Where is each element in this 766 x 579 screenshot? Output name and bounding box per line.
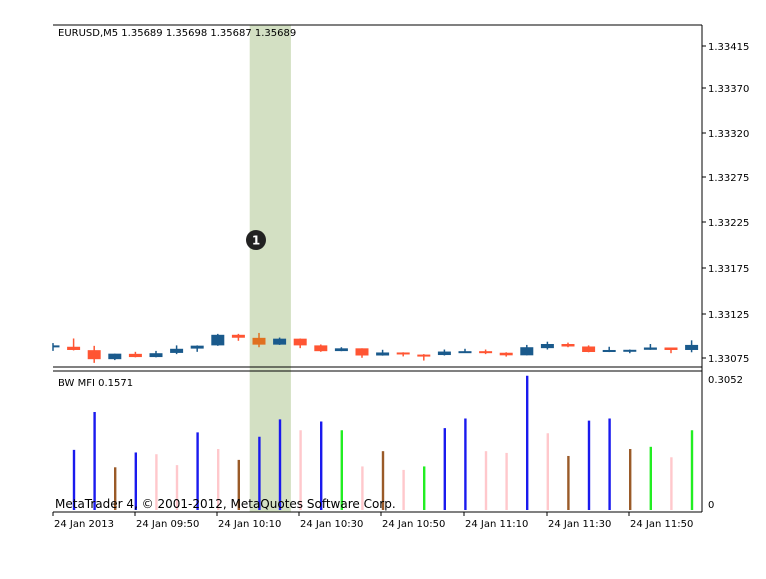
candle-body <box>149 353 163 358</box>
candle-body <box>623 349 637 352</box>
price-tick-label: 1.33320 <box>708 129 749 140</box>
candle <box>396 352 410 357</box>
candle <box>170 345 184 355</box>
time-tick-label: 24 Jan 09:50 <box>136 519 199 530</box>
candle-body <box>582 346 596 353</box>
candle-body <box>355 348 369 356</box>
indicator-title: BW MFI 0.1571 <box>58 378 133 389</box>
candle <box>479 349 493 355</box>
candle <box>273 337 287 345</box>
candle-body <box>170 348 184 353</box>
candle <box>602 346 616 353</box>
candle-body <box>87 350 101 360</box>
candle <box>190 345 204 352</box>
candle <box>252 332 266 348</box>
candle-body <box>685 344 699 350</box>
price-panel <box>52 332 699 363</box>
candle <box>314 344 328 352</box>
candle-body <box>561 344 575 347</box>
candle <box>334 347 348 352</box>
candle-body <box>376 352 390 356</box>
axes: 1.33415 1.33370 1.33320 1.33275 1.33225 1.331… <box>52 24 749 530</box>
candle-body <box>108 353 122 360</box>
candle <box>437 349 451 356</box>
candle-body <box>252 337 266 345</box>
marker-circle <box>246 230 266 250</box>
candle-body <box>67 346 81 350</box>
chart-title: EURUSD,M5 1.35689 1.35698 1.35687 1.3568… <box>58 28 296 39</box>
candle <box>128 351 142 358</box>
candle <box>417 354 431 361</box>
candle-body <box>273 338 287 345</box>
candle <box>664 347 678 354</box>
candle <box>623 349 637 354</box>
price-tick-label: 1.33075 <box>708 354 749 365</box>
candle <box>499 352 513 357</box>
candle-body <box>602 349 616 353</box>
time-tick-label: 24 Jan 11:30 <box>548 519 611 530</box>
highlight-band <box>249 25 291 512</box>
candle <box>540 341 554 350</box>
candle-body <box>53 345 60 348</box>
candle-body <box>231 334 245 338</box>
candle <box>685 340 699 353</box>
marker-label: 1 <box>252 234 260 248</box>
candle-body <box>520 347 534 356</box>
candle <box>520 344 534 356</box>
candle-body <box>499 352 513 356</box>
candle-body <box>314 345 328 352</box>
mfi-tick-label: 0.3052 <box>708 375 743 386</box>
price-tick-label: 1.33415 <box>708 42 749 53</box>
time-tick-label: 24 Jan 2013 <box>54 519 114 530</box>
candle-body <box>458 351 472 354</box>
candle <box>293 338 307 349</box>
indicator-panel <box>72 375 694 510</box>
price-tick-label: 1.33175 <box>708 264 749 275</box>
time-tick-label: 24 Jan 11:50 <box>630 519 693 530</box>
candle-body <box>437 351 451 356</box>
candle <box>211 333 225 346</box>
watermark-text: MetaTrader 4, © 2001-2012, MetaQuotes So… <box>55 497 396 511</box>
candle-body <box>396 352 410 355</box>
candle <box>376 349 390 356</box>
candle-body <box>211 334 225 346</box>
time-tick-label: 24 Jan 10:30 <box>300 519 363 530</box>
time-tick-label: 24 Jan 11:10 <box>465 519 528 530</box>
mfi-tick-label: 0 <box>708 500 714 511</box>
candle-body <box>540 344 554 349</box>
candle <box>231 333 245 341</box>
price-tick-label: 1.33275 <box>708 173 749 184</box>
candle <box>458 348 472 354</box>
candle-body <box>643 347 657 350</box>
candle-body <box>334 348 348 352</box>
candle <box>561 342 575 348</box>
candle <box>67 338 81 351</box>
candle-body <box>664 347 678 350</box>
candle <box>108 353 122 361</box>
candle <box>87 345 101 363</box>
price-tick-label: 1.33125 <box>708 310 749 321</box>
time-tick-label: 24 Jan 10:10 <box>218 519 281 530</box>
candle <box>643 344 657 350</box>
time-tick-label: 24 Jan 10:50 <box>382 519 445 530</box>
price-tick-label: 1.33225 <box>708 218 749 229</box>
marker-badge: 1 <box>246 230 266 250</box>
candle <box>355 348 369 358</box>
candle-body <box>128 353 142 358</box>
candle-body <box>417 354 431 357</box>
candle <box>582 345 596 353</box>
candle-body <box>293 338 307 346</box>
candle <box>52 343 60 351</box>
candle <box>149 350 163 358</box>
price-tick-label: 1.33370 <box>708 84 749 95</box>
candle-body <box>479 351 493 354</box>
candle-body <box>190 345 204 349</box>
